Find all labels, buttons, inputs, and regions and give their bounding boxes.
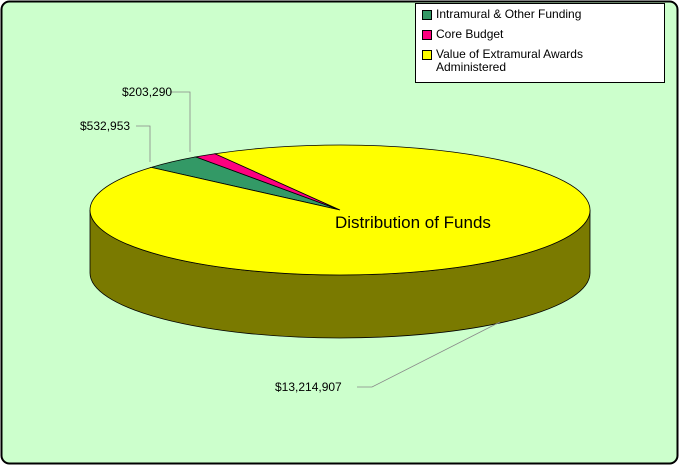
leader-line: [170, 91, 191, 152]
chart-title: Distribution of Funds: [335, 213, 491, 232]
legend-item: Intramural & Other Funding: [422, 8, 658, 21]
pie: [89, 144, 591, 339]
leader-line: [136, 125, 151, 162]
legend-label: Core Budget: [436, 27, 504, 41]
value-label: $532,953: [80, 119, 130, 133]
legend-swatch: [422, 50, 432, 60]
value-label: $13,214,907: [275, 380, 342, 394]
value-label: $203,290: [122, 85, 172, 99]
legend: Intramural & Other Funding Core Budget Val…: [415, 3, 665, 83]
legend-swatch: [422, 30, 432, 40]
legend-item: Core Budget: [422, 28, 658, 41]
legend-label: Intramural & Other Funding: [436, 7, 582, 21]
legend-item: Value of Extramural Awards Administered: [422, 48, 658, 74]
leader-line: [357, 321, 501, 388]
legend-swatch: [422, 10, 432, 20]
legend-label: Value of Extramural Awards Administered: [436, 47, 583, 74]
slice: [89, 144, 591, 276]
